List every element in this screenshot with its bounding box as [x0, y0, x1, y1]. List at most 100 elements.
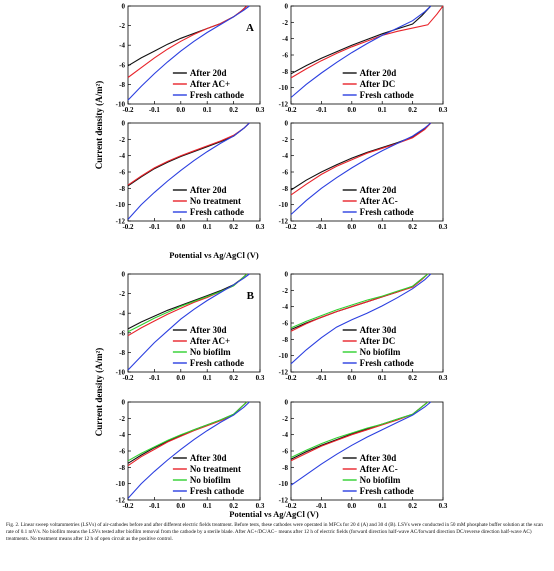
x-tick-label: -0.1: [149, 223, 161, 231]
y-tick-label: -6: [119, 61, 125, 69]
y-tick-label: -6: [282, 448, 288, 456]
y-tick-label: -10: [116, 369, 126, 377]
y-tick-label: -2: [282, 136, 288, 144]
y-tick-label: -4: [282, 303, 288, 311]
legend-label: No treatment: [190, 464, 241, 474]
x-tick-label: 0.2: [229, 223, 238, 231]
panel-6: -0.2 -0.1 0.0 0.1 0.2 0.3 0 -2 -4 -6 -8 -10 -12 After…: [279, 271, 448, 383]
y-tick-label: -10: [279, 201, 289, 209]
x-tick-label: 0.3: [439, 223, 448, 231]
xlabel-group-a: Potential vs Ag/AgCl (V): [169, 250, 259, 260]
panel-1: -0.2 -0.1 0.0 0.1 0.2 0.3 0 -2 -4 -6 -8 -10 After 20…: [116, 3, 265, 115]
y-tick-label: -12: [279, 369, 289, 377]
series-line-2: [127, 273, 248, 337]
series-line-2: [290, 273, 429, 332]
y-tick-label: -4: [119, 152, 125, 160]
y-tick-label: 0: [122, 271, 126, 279]
x-tick-label: -0.2: [285, 223, 297, 231]
y-tick-label: -10: [116, 101, 126, 109]
y-tick-label: -2: [282, 287, 288, 295]
ylabel-group-a: Current density (A/m²): [94, 81, 104, 170]
x-tick-label: 0.2: [408, 106, 417, 114]
y-tick-label: 0: [285, 271, 289, 279]
x-tick-label: 0.0: [176, 223, 185, 231]
x-tick-label: 0.0: [176, 374, 185, 382]
x-tick-label: 0.2: [229, 374, 238, 382]
legend-label: After 20d: [360, 185, 397, 195]
y-tick-label: -4: [282, 431, 288, 439]
series-line-3: [127, 5, 250, 101]
y-tick-label: 0: [285, 3, 289, 11]
series-line-4: [127, 273, 250, 371]
x-tick-label: 0.1: [203, 106, 212, 114]
x-tick-label: 0.0: [347, 106, 356, 114]
panel-3: -0.2 -0.1 0.0 0.1 0.2 0.3 0 -2 -4 -6 -8 -10 -12 After…: [116, 120, 265, 232]
y-tick-label: -12: [279, 218, 289, 226]
y-tick-label: -8: [119, 185, 125, 193]
y-tick-label: -4: [119, 310, 125, 318]
x-tick-label: 0.1: [203, 502, 212, 510]
x-tick-label: 0.0: [347, 502, 356, 510]
x-tick-label: 0.1: [203, 223, 212, 231]
legend-label: After 20d: [360, 68, 397, 78]
plot-frame: [127, 273, 261, 373]
y-tick-label: -4: [282, 152, 288, 160]
legend-label: Fresh cathode: [190, 358, 244, 368]
legend-label: No treatment: [190, 196, 241, 206]
series-line-2: [127, 5, 248, 78]
legend-label: No biofilm: [360, 347, 401, 357]
y-tick-label: 0: [122, 399, 126, 407]
y-tick-label: -10: [279, 84, 289, 92]
y-tick-label: -2: [282, 415, 288, 423]
x-tick-label: -0.1: [149, 106, 161, 114]
x-tick-label: -0.2: [285, 106, 297, 114]
y-tick-label: 0: [285, 399, 289, 407]
legend-label: After 30d: [190, 325, 227, 335]
y-tick-label: 0: [122, 3, 126, 11]
y-tick-label: -8: [282, 464, 288, 472]
series-line-3: [127, 401, 248, 462]
series-line-2: [127, 401, 248, 467]
series-line-1: [127, 273, 248, 330]
series-line-3: [290, 273, 429, 329]
x-tick-label: 0.3: [256, 223, 265, 231]
y-tick-label: -8: [282, 185, 288, 193]
legend-label: Fresh cathode: [190, 207, 244, 217]
legend-label: After DC: [360, 79, 396, 89]
legend-label: After 30d: [360, 453, 397, 463]
x-tick-label: 0.2: [229, 106, 238, 114]
figure-caption: Fig. 2. Linear sweep voltammetries (LSVs…: [6, 522, 543, 543]
legend-label: Fresh cathode: [360, 90, 414, 100]
x-tick-label: 0.1: [378, 106, 387, 114]
y-tick-label: -6: [119, 448, 125, 456]
panel-2: -0.2 -0.1 0.0 0.1 0.2 0.3 0 -2 -4 -6 -8 -10 -12 After…: [279, 3, 448, 115]
series-line-4: [290, 273, 432, 365]
legend-label: After AC-: [360, 464, 398, 474]
y-tick-label: -10: [116, 201, 126, 209]
legend-label: After AC-: [360, 196, 398, 206]
x-tick-label: -0.2: [122, 374, 134, 382]
panel-5: -0.2 -0.1 0.0 0.1 0.2 0.3 0 -2 -4 -6 -8 -10 After 30…: [116, 271, 265, 383]
y-tick-label: -6: [119, 169, 125, 177]
legend-label: Fresh cathode: [360, 358, 414, 368]
y-tick-label: -2: [119, 290, 125, 298]
y-tick-label: -8: [119, 81, 125, 89]
y-tick-label: -2: [282, 19, 288, 27]
x-tick-label: -0.1: [316, 223, 328, 231]
legend-label: After 30d: [360, 325, 397, 335]
x-tick-label: -0.2: [122, 106, 134, 114]
y-tick-label: -6: [282, 320, 288, 328]
x-tick-label: 0.2: [408, 374, 417, 382]
series-line-4: [127, 401, 250, 499]
y-tick-label: -10: [279, 352, 289, 360]
x-tick-label: -0.1: [316, 502, 328, 510]
xlabel-group-b: Potential vs Ag/AgCl (V): [229, 509, 319, 519]
x-tick-label: 0.3: [439, 106, 448, 114]
legend-label: After 20d: [190, 185, 227, 195]
legend-label: Fresh cathode: [360, 486, 414, 496]
legend-label: After DC: [360, 336, 396, 346]
y-tick-label: -12: [116, 218, 126, 226]
y-tick-label: -12: [279, 101, 289, 109]
x-tick-label: 0.3: [256, 374, 265, 382]
y-tick-label: -2: [119, 22, 125, 30]
